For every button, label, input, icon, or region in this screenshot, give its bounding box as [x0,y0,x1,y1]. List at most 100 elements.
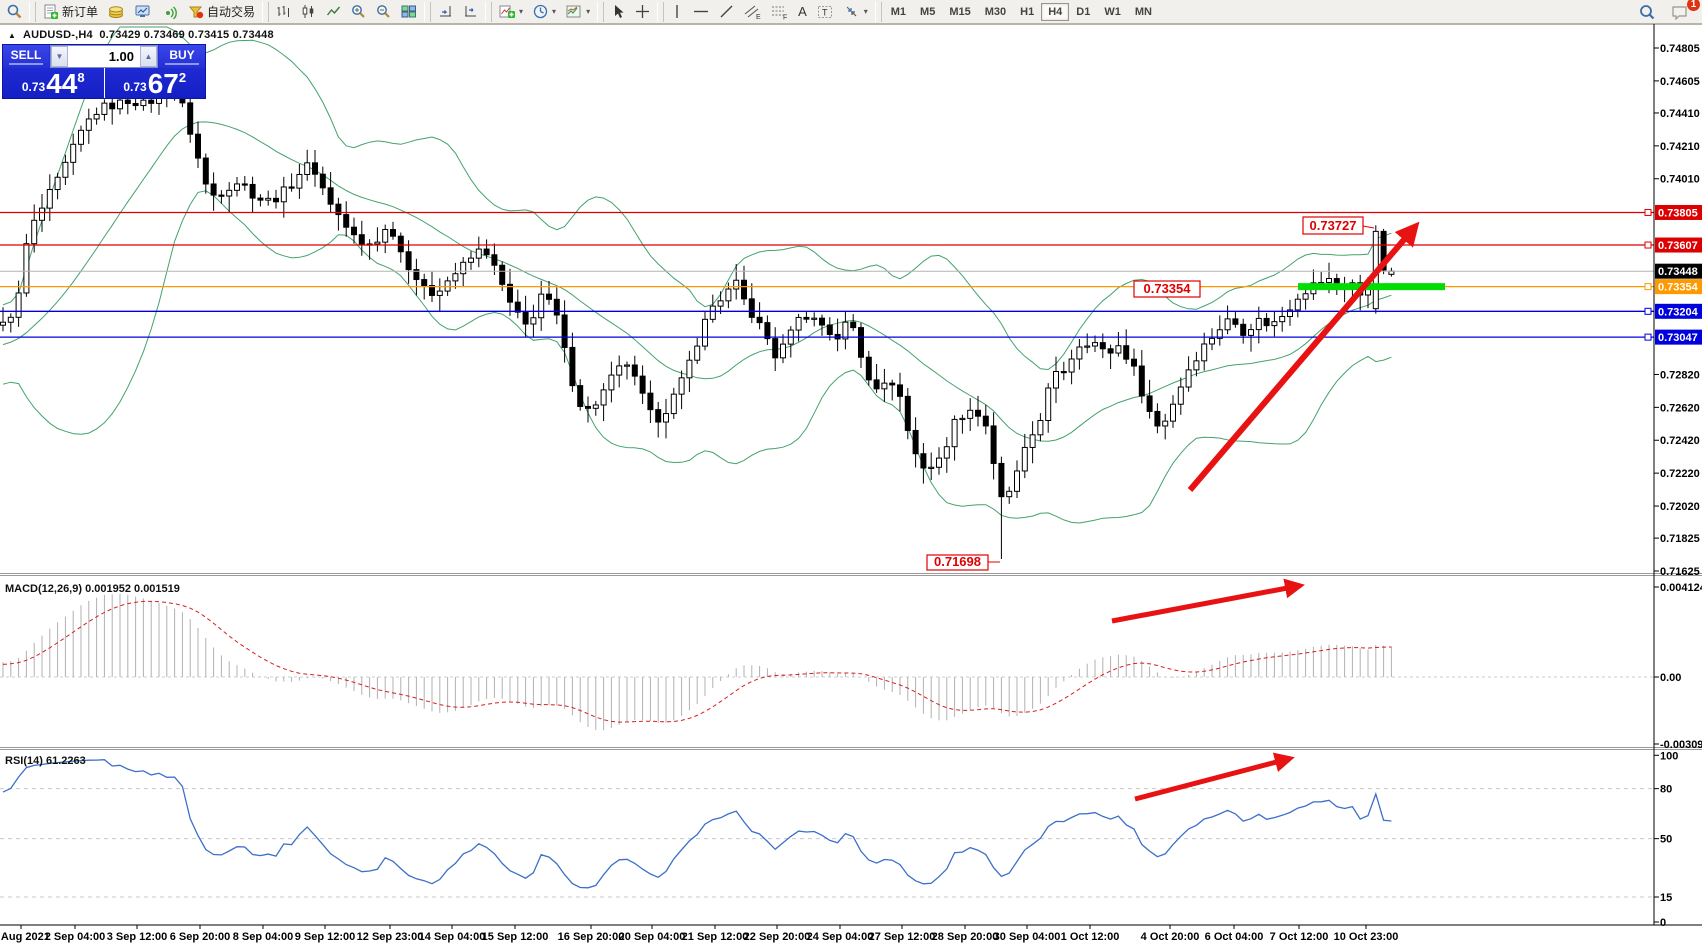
trend-arrow-macd[interactable] [1111,578,1305,624]
tab-timeframe-M5[interactable]: M5 [920,5,936,18]
tab-timeframe-MN[interactable]: MN [1134,5,1152,18]
channel-tool-icon[interactable]: E [739,2,766,22]
notification-badge: 1 [1687,0,1700,11]
text-label-tool-icon[interactable]: T [812,2,839,22]
tab-timeframe-H4[interactable]: H4 [1041,2,1070,21]
one-click-trading-panel: SELL ▼ 1.00 ▲ BUY 0.73 44 8 0.73 67 2 [2,44,206,99]
axis-tick-label: 0.74805 [1660,43,1700,55]
line-chart-icon[interactable] [321,2,346,22]
templates-icon[interactable]: ▾ [561,2,595,22]
chart-canvas[interactable]: 0.74805 0.74605 0.74410 0.74210 0.74010 0.728… [0,24,1702,947]
axis-tick-label: 0.74410 [1660,108,1700,120]
volume-spinner: ▼ 1.00 ▲ [50,45,158,68]
price-callout[interactable]: 0.73727 [1302,216,1375,235]
trend-arrow-main[interactable] [1187,221,1420,492]
zoom-in-icon[interactable] [346,2,371,22]
tab-timeframe-W1[interactable]: W1 [1104,5,1121,18]
sell-price[interactable]: 0.73 44 8 [3,68,105,98]
chart-ohlc-header: ▲ AUDUSD-,H4 0.73429 0.73469 0.73415 0.7… [8,29,274,41]
time-axis-label: 20 Sep 04:00 [619,931,686,943]
vertical-line-tool-icon[interactable] [666,2,688,22]
tab-timeframe-M1[interactable]: M1 [890,5,907,18]
symbol-arrow-icon: ▲ [8,31,17,40]
volume-value[interactable]: 1.00 [108,49,134,64]
axis-tick-label: 0.00 [1660,672,1681,684]
sell-button[interactable]: SELL [3,45,49,68]
toolbar-separator [262,1,270,22]
time-axis-label: 24 Sep 04:00 [807,931,874,943]
chart-shift-icon[interactable] [458,2,483,22]
autoscroll-icon[interactable] [433,2,458,22]
time-axis-label: 10 Oct 23:00 [1334,931,1399,943]
zoom-out-icon[interactable] [371,2,396,22]
svg-text:0.73805: 0.73805 [1658,207,1698,219]
search-icon[interactable] [1634,2,1660,22]
gold-icon[interactable] [103,2,130,22]
axis-tick-label: 0.72820 [1660,369,1700,381]
axis-tick-label: 0.74010 [1660,174,1700,186]
toolbar-separator [657,1,665,22]
time-axis-label: 1 Aug 2021 [0,931,50,943]
trendline-tool-icon[interactable] [714,2,739,22]
time-axis-label: 28 Sep 20:00 [932,931,999,943]
ohlc-values: 0.73429 0.73469 0.73415 0.73448 [99,29,274,41]
axis-tick-label: 0.71825 [1660,533,1700,545]
price-level-badge: 0.73047 [1655,329,1702,345]
tab-timeframe-M15[interactable]: M15 [949,5,971,18]
time-axis-label: 14 Sep 04:00 [419,931,486,943]
time-axis-label: 12 Sep 23:00 [357,931,424,943]
axis-tick-label: 0.71625 [1660,566,1700,578]
auto-trading-button[interactable]: 自动交易 [183,2,260,22]
volume-up-button[interactable]: ▲ [140,46,157,67]
price-callout[interactable]: 0.73354 [1133,280,1201,298]
toolbar-separator [597,1,605,22]
new-order-button[interactable]: 新订单 [38,2,103,22]
svg-text:0.73354: 0.73354 [1658,282,1699,294]
time-axis-label: 15 Sep 12:00 [482,931,549,943]
notifications-chat-icon[interactable]: 1 [1666,0,1700,22]
green-support-zone[interactable] [1298,283,1445,291]
price-axis[interactable]: 0.74805 0.74605 0.74410 0.74210 0.74010 0.728… [0,24,1702,929]
svg-text:0.73727: 0.73727 [1310,218,1357,233]
text-tool-icon[interactable]: A [798,4,807,19]
time-axis-label: 8 Sep 04:00 [233,931,294,943]
price-level-badge: 0.73354 [1655,279,1702,295]
signal-icon[interactable] [157,2,183,22]
rsi-indicator [0,759,1654,898]
bar-chart-icon[interactable] [271,2,296,22]
price-callout[interactable]: 0.71698 [926,554,1000,571]
tile-windows-icon[interactable] [396,2,422,22]
toolbar-separator [874,1,882,22]
horizontal-line-tool-icon[interactable] [688,2,714,22]
price-level-badge: 0.73204 [1655,303,1702,319]
axis-tick-label: 0.72420 [1660,435,1700,447]
timeframes-icon[interactable]: ▾ [528,2,561,22]
terminal-icon[interactable] [130,2,157,22]
tab-timeframe-H1[interactable]: H1 [1020,5,1035,18]
tab-timeframe-M30[interactable]: M30 [984,5,1007,18]
buy-price[interactable]: 0.73 67 2 [123,68,187,100]
svg-text:0.73047: 0.73047 [1658,332,1698,344]
svg-text:0.71698: 0.71698 [934,554,981,569]
volume-down-button[interactable]: ▼ [51,46,68,67]
cursor-icon[interactable] [606,2,630,22]
axis-tick-label: -0.003097 [1660,739,1702,751]
axis-tick-label: 0.74210 [1660,141,1700,153]
search-icon[interactable] [2,2,27,22]
tab-timeframe-D1[interactable]: D1 [1076,5,1091,18]
indicators-icon[interactable]: ▾ [494,2,528,22]
time-axis-label: 22 Sep 20:00 [744,931,811,943]
arrows-tool-icon[interactable]: ▾ [839,2,873,22]
time-axis-label: 27 Sep 12:00 [869,931,936,943]
crosshair-icon[interactable] [630,2,655,22]
time-axis-label: 21 Sep 12:00 [682,931,749,943]
trend-arrow-rsi[interactable] [1134,752,1295,802]
candle-chart-icon[interactable] [296,2,321,22]
fibonacci-tool-icon[interactable]: F [766,2,793,22]
buy-button[interactable]: BUY [159,45,205,68]
new-order-label: 新订单 [62,5,99,19]
time-axis-label: 2 Sep 04:00 [45,931,106,943]
axis-tick-label: 0.004124 [1660,582,1702,594]
candlesticks [0,78,1395,559]
